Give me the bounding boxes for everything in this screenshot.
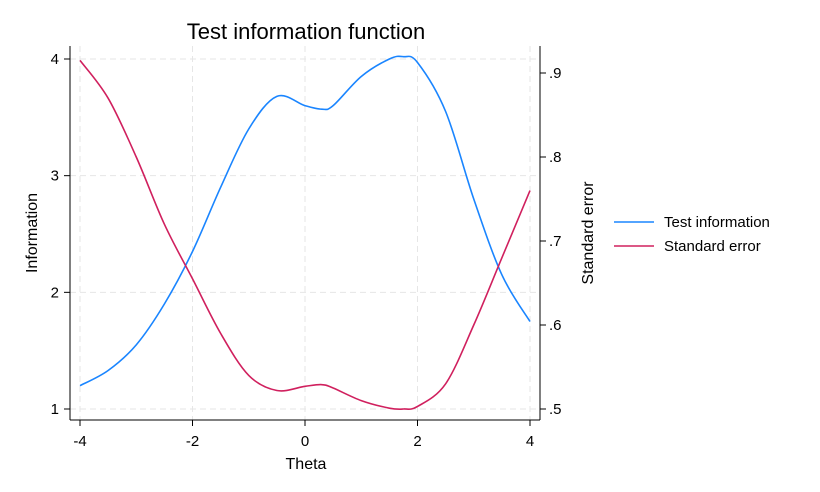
x-ticks: -4 -2 0 2 4: [73, 420, 534, 450]
series-lines: [79, 55, 531, 411]
y-tick-label: 2: [51, 284, 59, 301]
y2-tick-label: .8: [549, 149, 562, 166]
x-tick-label: 2: [413, 433, 421, 450]
x-tick-label: -2: [186, 433, 199, 450]
left-y-axis-title: Information: [24, 193, 41, 273]
y2-tick-label: .6: [549, 317, 562, 334]
right-y-axis-title: Standard error: [580, 181, 597, 285]
x-tick-label: 4: [526, 433, 534, 450]
y-tick-label: 1: [51, 401, 59, 418]
chart-title: Test information function: [187, 19, 425, 44]
y-tick-label: 4: [51, 51, 59, 68]
y-tick-label: 3: [51, 168, 59, 185]
right-y-ticks: .5 .6 .7 .8 .9: [540, 65, 562, 418]
legend-label-test-information: Test information: [664, 214, 770, 231]
y2-tick-label: .9: [549, 65, 562, 82]
left-y-ticks: 1 2 3 4: [51, 51, 70, 418]
grid: [70, 46, 540, 420]
series-line-test-information: [79, 55, 531, 387]
x-tick-label: -4: [73, 433, 86, 450]
x-axis-title: Theta: [286, 456, 327, 473]
series-line-standard-error: [79, 59, 531, 411]
x-tick-label: 0: [301, 433, 309, 450]
y2-tick-label: .7: [549, 233, 562, 250]
y2-tick-label: .5: [549, 401, 562, 418]
legend: Test information Standard error: [614, 214, 770, 255]
legend-label-standard-error: Standard error: [664, 238, 761, 255]
